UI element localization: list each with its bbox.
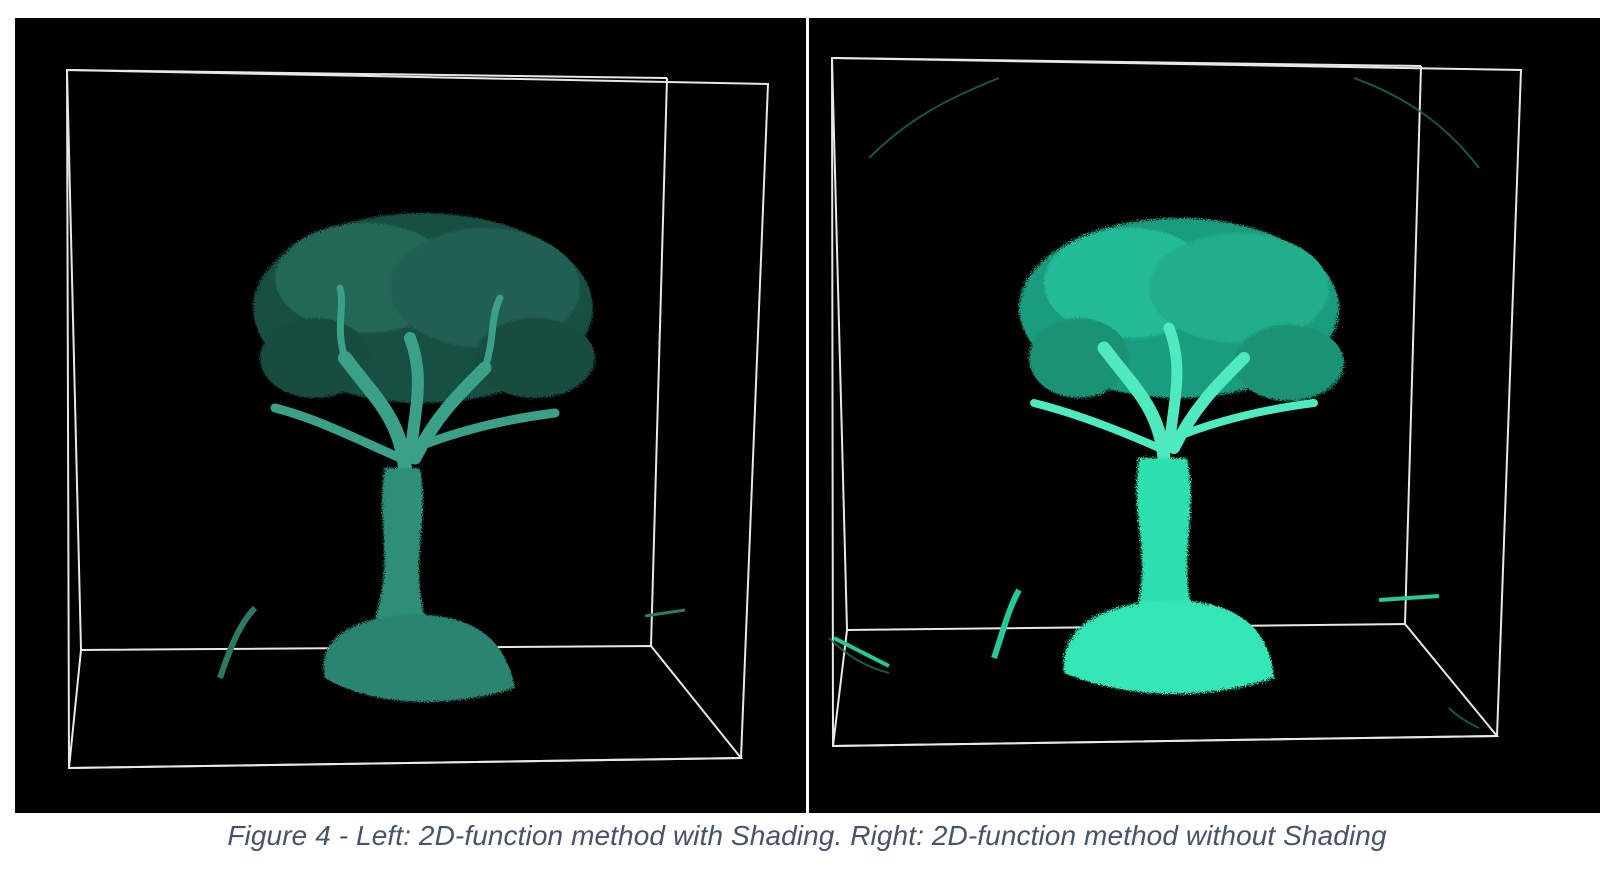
tree-volume [834, 218, 1439, 694]
right-render [809, 18, 1600, 813]
tree-pot [323, 614, 515, 702]
tree-pot [1064, 600, 1274, 694]
tree-canopy [253, 213, 595, 403]
tree-volume [220, 213, 685, 702]
debris-fragment [220, 608, 255, 678]
left-render-panel [15, 18, 806, 813]
debris-fragment [994, 590, 1019, 658]
tree-trunk [375, 468, 425, 618]
figure-caption: Figure 4 - Left: 2D-function method with… [0, 820, 1614, 852]
right-render-panel [809, 18, 1600, 813]
left-render [15, 18, 806, 813]
debris-fragment [1379, 596, 1439, 600]
tree-trunk [1134, 458, 1194, 618]
